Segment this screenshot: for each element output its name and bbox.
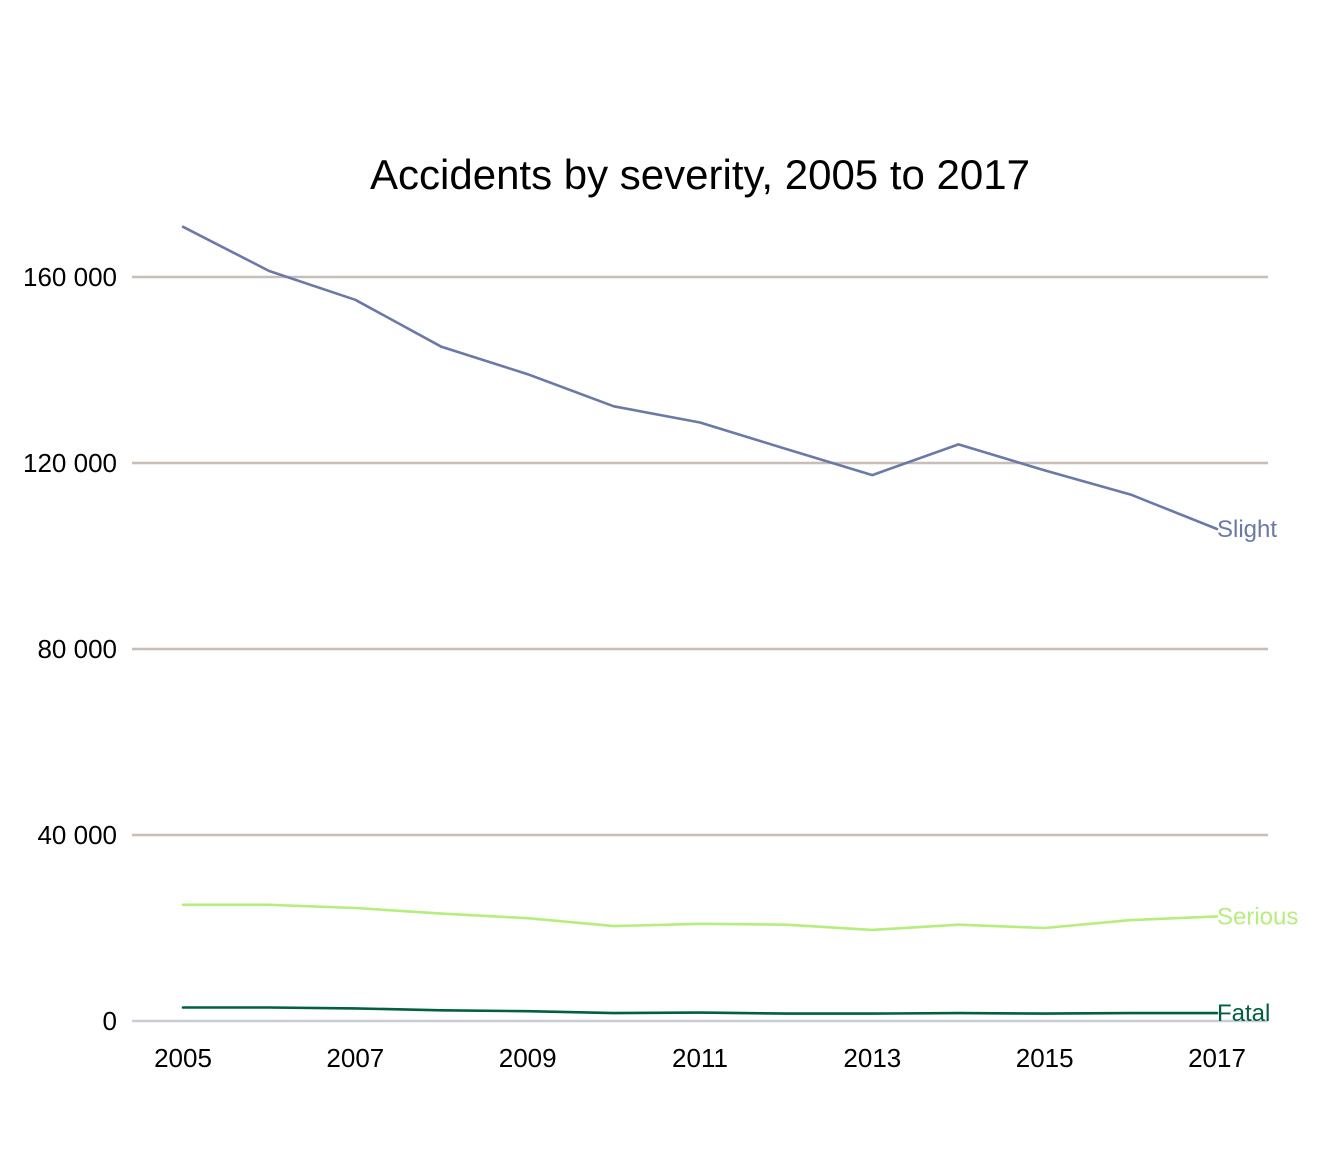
x-tick-label: 2011 (672, 1043, 728, 1073)
x-tick-label: 2017 (1188, 1043, 1246, 1073)
series-lines (181, 225, 1219, 1015)
series-label-serious: Serious (1217, 903, 1298, 930)
x-tick-label: 2015 (1016, 1043, 1074, 1073)
series-labels: Slight Serious Fatal (1217, 516, 1298, 1027)
y-tick-label: 40 000 (37, 820, 117, 850)
chart-title: Accidents by severity, 2005 to 2017 (370, 151, 1030, 198)
y-axis-tick-labels: 0 40 000 80 000 120 000 160 000 (23, 262, 117, 1036)
x-tick-label: 2007 (326, 1043, 384, 1073)
series-label-slight: Slight (1217, 516, 1277, 543)
x-tick-label: 2005 (154, 1043, 212, 1073)
y-tick-label: 160 000 (23, 262, 117, 292)
y-tick-label: 80 000 (37, 634, 117, 664)
series-label-fatal: Fatal (1217, 1000, 1270, 1027)
x-tick-label: 2013 (843, 1043, 901, 1073)
series-line-fatal (181, 1006, 1219, 1015)
x-axis-tick-labels: 2005 2007 2009 2011 2013 2015 2017 (154, 1043, 1246, 1073)
x-tick-label: 2009 (499, 1043, 557, 1073)
y-tick-label: 0 (103, 1006, 117, 1036)
gridlines (132, 275, 1268, 1023)
series-line-slight (181, 225, 1219, 531)
y-tick-label: 120 000 (23, 448, 117, 478)
series-line-serious (181, 903, 1219, 932)
